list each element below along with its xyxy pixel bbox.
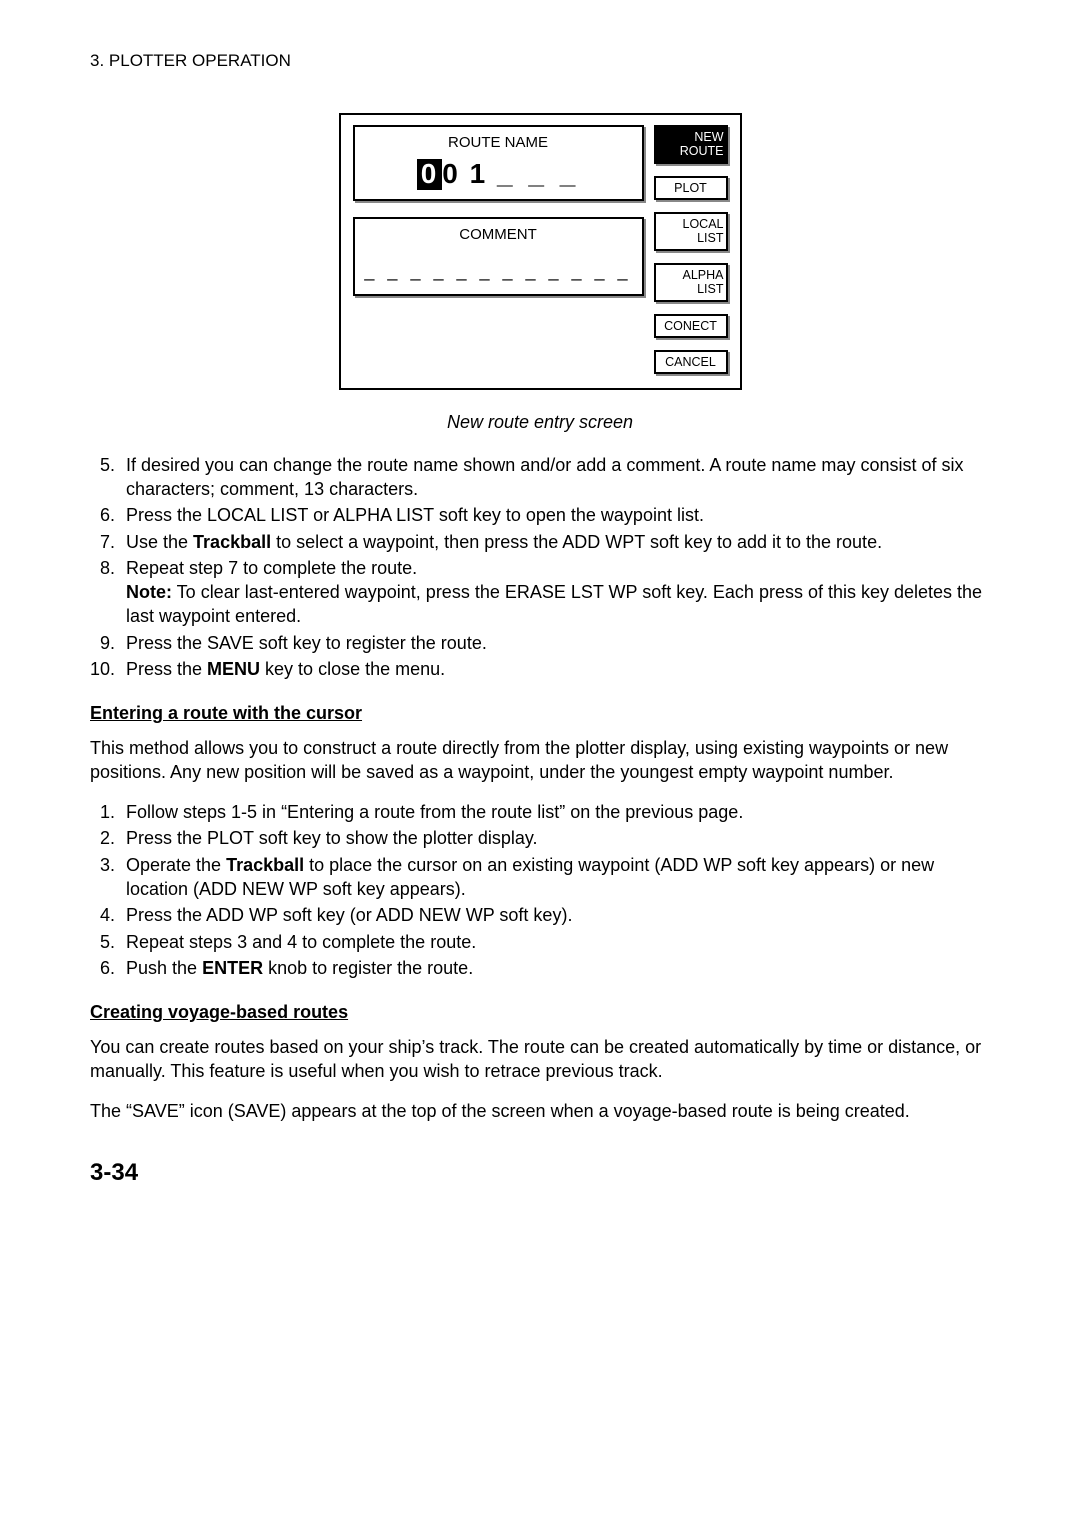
step-5: If desired you can change the route name…: [120, 453, 990, 502]
para-cursor-intro: This method allows you to construct a ro…: [90, 736, 990, 785]
steps-list-1: If desired you can change the route name…: [90, 453, 990, 682]
subheading-cursor-route: Entering a route with the cursor: [90, 701, 990, 725]
route-name-value: 00 1 _ _ _: [363, 155, 634, 193]
figure-caption: New route entry screen: [90, 410, 990, 434]
step-6: Press the LOCAL LIST or ALPHA LIST soft …: [120, 503, 990, 527]
softkey-new-route[interactable]: NEWROUTE: [654, 125, 728, 164]
step2-6: Push the ENTER knob to register the rout…: [120, 956, 990, 980]
step2-1: Follow steps 1-5 in “Entering a route fr…: [120, 800, 990, 824]
step-10: Press the MENU key to close the menu.: [120, 657, 990, 681]
route-name-label: ROUTE NAME: [363, 133, 634, 153]
softkey-column: NEWROUTE PLOT LOCALLIST ALPHALIST CONECT…: [654, 125, 728, 374]
steps-list-2: Follow steps 1-5 in “Entering a route fr…: [90, 800, 990, 980]
subheading-voyage-routes: Creating voyage-based routes: [90, 1000, 990, 1024]
step2-5: Repeat steps 3 and 4 to complete the rou…: [120, 930, 990, 954]
route-name-cursor-char: 0: [417, 159, 443, 190]
softkey-local-list[interactable]: LOCALLIST: [654, 212, 728, 251]
route-name-rest: 0 1: [442, 158, 487, 189]
softkey-cancel[interactable]: CANCEL: [654, 350, 728, 374]
page-number: 3-34: [90, 1157, 990, 1189]
softkey-alpha-list[interactable]: ALPHALIST: [654, 263, 728, 302]
step-7: Use the Trackball to select a waypoint, …: [120, 530, 990, 554]
comment-blanks: _ _ _ _ _ _ _ _ _ _ _ _: [363, 259, 634, 283]
step-9: Press the SAVE soft key to register the …: [120, 631, 990, 655]
route-name-blanks: _ _ _: [497, 158, 579, 189]
step2-4: Press the ADD WP soft key (or ADD NEW WP…: [120, 903, 990, 927]
softkey-conect[interactable]: CONECT: [654, 314, 728, 338]
step2-2: Press the PLOT soft key to show the plot…: [120, 826, 990, 850]
step-8: Repeat step 7 to complete the route.Note…: [120, 556, 990, 629]
section-header: 3. PLOTTER OPERATION: [90, 50, 990, 73]
route-left-column: ROUTE NAME 00 1 _ _ _ COMMENT _ _ _ _ _ …: [353, 125, 644, 374]
para-voyage-1: You can create routes based on your ship…: [90, 1035, 990, 1084]
step2-3: Operate the Trackball to place the curso…: [120, 853, 990, 902]
comment-label: COMMENT: [363, 225, 634, 245]
figure-container: ROUTE NAME 00 1 _ _ _ COMMENT _ _ _ _ _ …: [90, 113, 990, 390]
softkey-plot[interactable]: PLOT: [654, 176, 728, 200]
para-voyage-2: The “SAVE” icon (SAVE) appears at the to…: [90, 1099, 990, 1123]
route-name-panel: ROUTE NAME 00 1 _ _ _: [353, 125, 644, 201]
route-entry-screen: ROUTE NAME 00 1 _ _ _ COMMENT _ _ _ _ _ …: [339, 113, 742, 390]
comment-panel: COMMENT _ _ _ _ _ _ _ _ _ _ _ _: [353, 217, 644, 296]
